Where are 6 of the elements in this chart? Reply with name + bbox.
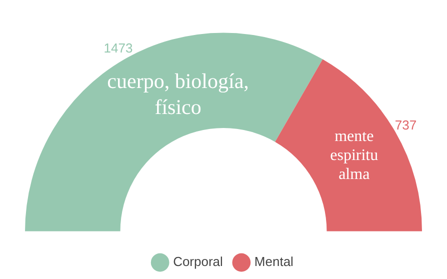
text: mente espiritu alma (330, 128, 378, 183)
legend-label: Mental (254, 254, 294, 270)
data-label: 1473 (104, 40, 133, 56)
data-label: 737 (394, 118, 417, 133)
text: cuerpo, biología, físico (107, 69, 249, 120)
legend-label: Corporal (173, 254, 224, 270)
